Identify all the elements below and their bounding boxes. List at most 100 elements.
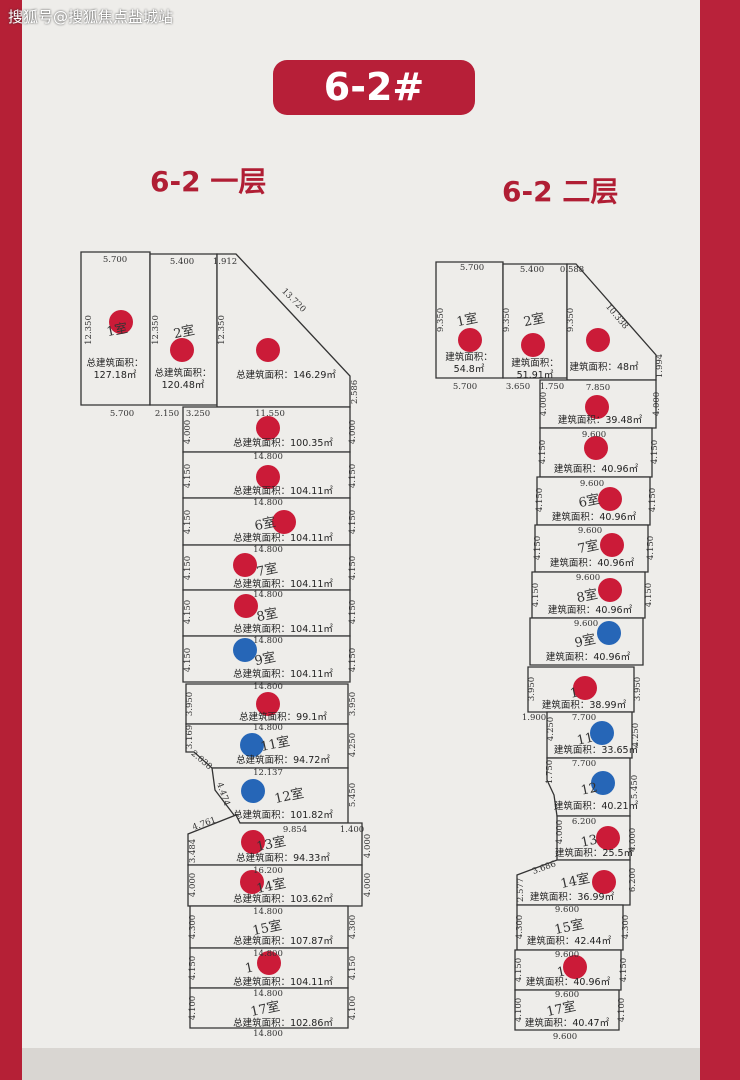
dimension-label: 4.100 [617, 998, 627, 1022]
dimension-label: 4.250 [546, 717, 556, 741]
room-area: 总建筑面积：94.33㎡ [236, 852, 330, 864]
room-area: 总建筑面积：146.29㎡ [236, 369, 336, 381]
room-outline [566, 263, 657, 381]
room-area: 总建筑面积：104.11㎡ [233, 623, 333, 635]
dimension-label: 9.600 [555, 990, 579, 1000]
dimension-label: 7.850 [586, 383, 610, 393]
dimension-label: 12.137 [253, 768, 283, 778]
dimension-label: 4.000 [539, 392, 549, 416]
dimension-label: 3.950 [527, 677, 537, 701]
room-label: 13 [580, 833, 599, 851]
floor-1-title: 6-2 一层 [150, 165, 267, 198]
room-area: 建筑面积：48㎡ [569, 361, 639, 373]
room-label: 2室 [172, 322, 196, 342]
dimension-label: 14.800 [253, 590, 283, 600]
dimension-label: 9.600 [582, 430, 606, 440]
room-label: 17室 [545, 998, 577, 1020]
dimension-label: 3.950 [348, 692, 358, 716]
room-label: 1 [556, 964, 567, 980]
dimension-label: 4.150 [348, 510, 358, 534]
dimension-label: 3.484 [188, 839, 198, 863]
red-sold-dot [240, 870, 264, 894]
dimension-label: 4.300 [515, 915, 525, 939]
room-area: 建筑面积：39.48㎡ [558, 414, 643, 426]
dimension-label: 4.150 [348, 464, 358, 488]
dimension-label: 4.150 [538, 440, 548, 464]
room-area: 总建筑面积：104.11㎡ [233, 976, 333, 988]
building-label: 6-2# [273, 60, 475, 115]
room-area-prefix: 建筑面积： [445, 351, 493, 363]
dimension-label: 4.100 [514, 998, 524, 1022]
room-area: 120.48㎡ [162, 380, 205, 391]
room-area: 总建筑面积：103.62㎡ [233, 893, 333, 905]
dimension-label: 4.150 [188, 956, 198, 980]
room-area: 建筑面积：40.21㎡ [554, 800, 639, 812]
room-label: 15室 [553, 916, 585, 938]
dimension-label: 4.150 [183, 648, 193, 672]
dimension-label: 3.169 [185, 725, 195, 749]
room-area: 建筑面积：38.99㎡ [542, 699, 627, 711]
dimension-label: 4.000 [363, 873, 373, 897]
dimension-label: 4.150 [348, 600, 358, 624]
room-label: 6室 [253, 514, 277, 534]
room-label: 8室 [575, 586, 599, 606]
dimension-label: 4.150 [644, 583, 654, 607]
room-label: 7室 [576, 537, 600, 557]
dimension-label: 4.000 [348, 420, 358, 444]
dimension-label: 4.150 [531, 583, 541, 607]
room-outline [536, 476, 651, 526]
red-sold-dot [109, 310, 133, 334]
room-area: 建筑面积：42.44㎡ [527, 935, 612, 947]
dimension-label: 4.100 [188, 996, 198, 1020]
dimension-label: 9.600 [555, 905, 579, 915]
room-label: 2室 [522, 310, 546, 330]
dimension-label: 3.650 [506, 382, 530, 392]
room-label: 1 [569, 685, 580, 701]
dimension-label: 2.150 [155, 409, 179, 419]
dimension-label: 4.300 [348, 915, 358, 939]
dimension-label: 4.250 [348, 733, 358, 757]
room-outline [189, 987, 349, 1029]
dimension-label: 5.700 [453, 382, 477, 392]
room-area: 总建筑面积：101.82㎡ [233, 809, 333, 821]
dimension-label: 12.350 [84, 315, 94, 345]
dimension-label: 4.150 [646, 536, 656, 560]
floor-2-title: 6-2 二层 [502, 175, 619, 208]
room-outline [516, 904, 624, 951]
dimension-label: 9.350 [436, 308, 446, 332]
dimension-label: 4.150 [535, 488, 545, 512]
dimension-label: 9.600 [553, 1032, 577, 1042]
dimension-label: 4.250 [631, 723, 641, 747]
dimension-label: 5.450 [348, 783, 358, 807]
dimension-label: 7.700 [572, 759, 596, 769]
dimension-label: 4.100 [348, 996, 358, 1020]
blue-reserved-dot [240, 733, 264, 757]
red-sold-dot [241, 830, 265, 854]
dimension-label: 4.000 [555, 820, 565, 844]
dimension-label: 1.912 [213, 257, 237, 267]
red-sold-dot [521, 333, 545, 357]
dimension-label: 16.200 [253, 866, 283, 876]
dimension-label: 12.350 [151, 315, 161, 345]
dimension-label: 12.350 [217, 315, 227, 345]
red-sold-dot [257, 951, 281, 975]
room-label: 9室 [253, 649, 277, 669]
dimension-label: 11.550 [255, 409, 285, 419]
dimension-label: 7.700 [572, 713, 596, 723]
blue-reserved-dot [241, 779, 265, 803]
room-label: 9室 [573, 631, 597, 651]
red-sold-dot [584, 436, 608, 460]
room-area: 建筑面积：33.65㎡ [554, 744, 639, 756]
room-label: 11室 [259, 733, 291, 755]
dimension-label: 4.150 [648, 488, 658, 512]
red-sold-dot [600, 533, 624, 557]
dimension-label: 9.854 [283, 825, 307, 835]
dimension-label: 4.000 [363, 834, 373, 858]
dimension-label: 4.000 [628, 828, 638, 852]
room-area: 建筑面积：40.47㎡ [525, 1017, 610, 1029]
dimension-label: 1.900 [522, 713, 546, 723]
room-label: 6室 [577, 491, 601, 511]
dimension-label: 6.200 [628, 868, 638, 892]
room-label: 17室 [249, 998, 281, 1020]
room-label: 12室 [273, 785, 305, 807]
